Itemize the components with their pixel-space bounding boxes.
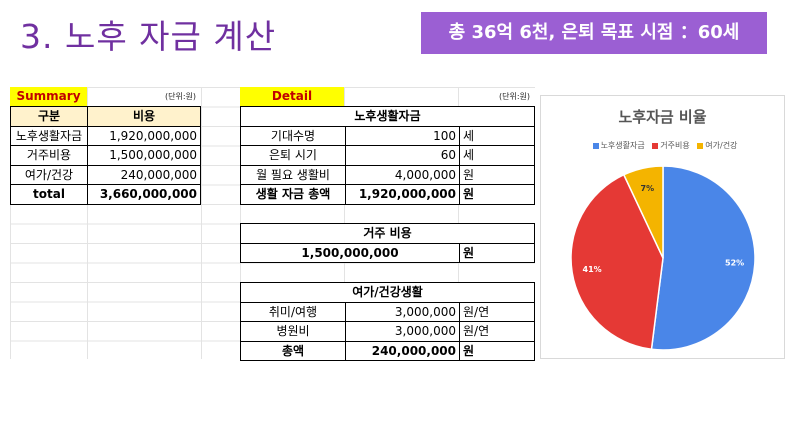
summary-row-name: 여가/건강 — [10, 164, 88, 185]
living-row-value: 4,000,000 — [345, 164, 460, 185]
table-row: 병원비 3,000,000 원/연 — [240, 321, 535, 342]
table-row: 1,500,000,000 원 — [240, 242, 535, 263]
grid-column-line — [201, 87, 202, 359]
leisure-row-value: 3,000,000 — [345, 321, 460, 342]
leisure-row-value: 3,000,000 — [345, 301, 460, 322]
table-row: 취미/여행 3,000,000 원/연 — [240, 301, 535, 322]
pie-data-label: 52% — [725, 259, 744, 268]
chart-legend: 노후생활자금 거주비용 여가/건강 — [541, 140, 784, 151]
leisure-total-value: 240,000,000 — [345, 340, 460, 361]
legend-entry: 거주비용 — [660, 141, 690, 150]
summary-total-name: total — [10, 184, 88, 205]
pie-svg: 52% 41% 7% — [570, 165, 756, 351]
living-row-value: 60 — [345, 145, 460, 166]
summary-header-category: 구분 — [10, 106, 88, 127]
living-row-value: 100 — [345, 125, 460, 146]
table-row: 노후생활자금 1,920,000,000 — [10, 125, 201, 146]
summary-row-value: 1,920,000,000 — [87, 125, 201, 146]
detail-label: Detail — [240, 87, 344, 107]
leisure-table: 여가/건강생활 취미/여행 3,000,000 원/연 병원비 3,000,00… — [240, 282, 535, 361]
living-fund-title: 노후생활자금 — [240, 106, 535, 127]
living-row-unit: 세 — [459, 125, 535, 146]
page-title: 3. 노후 자금 계산 — [20, 17, 277, 56]
living-row-name: 월 필요 생활비 — [240, 164, 346, 185]
summary-unit: (단위:원) — [165, 92, 197, 101]
legend-swatch — [697, 142, 704, 149]
housing-unit: 원 — [459, 242, 535, 263]
detail-unit: (단위:원) — [499, 92, 531, 101]
leisure-row-name: 취미/여행 — [240, 301, 346, 322]
legend-entry: 노후생활자금 — [600, 141, 645, 150]
table-row: 거주비용 1,500,000,000 — [10, 145, 201, 166]
summary-row-name: 노후생활자금 — [10, 125, 88, 146]
table-row: 생활 자금 총액 1,920,000,000 원 — [240, 184, 535, 205]
summary-header-cost: 비용 — [87, 106, 201, 127]
living-row-unit: 원 — [459, 164, 535, 185]
legend-entry: 여가/건강 — [705, 141, 738, 150]
summary-row-value: 1,500,000,000 — [87, 145, 201, 166]
summary-label: Summary — [10, 87, 87, 107]
living-total-value: 1,920,000,000 — [345, 184, 460, 205]
pie-slice-1[interactable] — [650, 165, 756, 351]
housing-table: 거주 비용 1,500,000,000 원 — [240, 223, 535, 263]
living-row-name: 은퇴 시기 — [240, 145, 346, 166]
leisure-total-unit: 원 — [459, 340, 535, 361]
living-total-unit: 원 — [459, 184, 535, 205]
legend-swatch — [652, 142, 659, 149]
summary-row-value: 240,000,000 — [87, 164, 201, 185]
table-row: 여가/건강 240,000,000 — [10, 164, 201, 185]
living-fund-table: 노후생활자금 기대수명 100 세 은퇴 시기 60 세 월 필요 생활비 4,… — [240, 106, 535, 205]
table-row: 은퇴 시기 60 세 — [240, 145, 535, 166]
leisure-title: 여가/건강생활 — [240, 282, 535, 303]
pie-chart[interactable]: 노후자금 비율 노후생활자금 거주비용 여가/건강 52% 41% 7% — [540, 95, 785, 359]
table-row: 총액 240,000,000 원 — [240, 340, 535, 361]
chart-title: 노후자금 비율 — [618, 108, 707, 126]
pie-slice-2[interactable] — [570, 173, 664, 351]
leisure-row-name: 병원비 — [240, 321, 346, 342]
legend-swatch — [592, 142, 599, 149]
summary-total-value: 3,660,000,000 — [87, 184, 201, 205]
pie-data-label: 7% — [641, 184, 655, 193]
grid-column-line — [87, 87, 88, 359]
housing-value: 1,500,000,000 — [240, 242, 460, 263]
pie-slice-3[interactable] — [622, 165, 664, 259]
summary-row-name: 거주비용 — [10, 145, 88, 166]
living-total-name: 생활 자금 총액 — [240, 184, 346, 205]
housing-title: 거주 비용 — [240, 223, 535, 244]
leisure-row-unit: 원/연 — [459, 321, 535, 342]
leisure-row-unit: 원/연 — [459, 301, 535, 322]
table-row: 월 필요 생활비 4,000,000 원 — [240, 164, 535, 185]
goal-banner: 총 36억 6천, 은퇴 목표 시점 ：60세 — [421, 12, 767, 54]
summary-table: 구분 비용 노후생활자금 1,920,000,000 거주비용 1,500,00… — [10, 106, 201, 205]
table-row: total 3,660,000,000 — [10, 184, 201, 205]
table-row: 기대수명 100 세 — [240, 125, 535, 146]
living-row-unit: 세 — [459, 145, 535, 166]
pie-data-label: 41% — [583, 265, 602, 274]
leisure-total-name: 총액 — [240, 340, 346, 361]
living-row-name: 기대수명 — [240, 125, 346, 146]
